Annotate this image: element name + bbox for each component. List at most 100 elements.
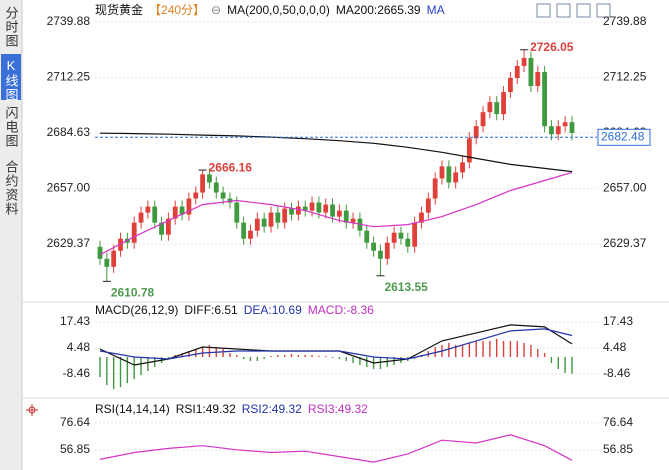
panel-title: MACD(26,12,9) — [95, 303, 178, 317]
candle-body — [480, 112, 486, 127]
indicator-value: RSI3:49.32 — [308, 402, 368, 416]
y-tick-label: 76.64 — [60, 415, 90, 429]
candle-body — [220, 192, 226, 199]
candle-body — [330, 204, 335, 217]
candle-body — [275, 212, 281, 223]
candle-body — [542, 71, 547, 127]
candle-body — [446, 166, 452, 183]
sidebar-tab[interactable]: 合约资料 — [4, 160, 19, 216]
candle-body — [179, 206, 185, 215]
candle-body — [254, 218, 260, 231]
annotation: 2726.05 — [530, 40, 574, 54]
candle-body — [200, 174, 205, 193]
candle-body — [432, 178, 438, 199]
y-tick-label: 2739.88 — [47, 14, 91, 28]
y-tick-label-right: 56.85 — [603, 442, 633, 456]
candle-body — [261, 218, 267, 227]
candle-body — [364, 230, 370, 243]
candle-body — [268, 212, 274, 227]
candle-body — [227, 198, 233, 203]
candle-body — [289, 208, 294, 215]
y-tick-label-right: 4.48 — [603, 340, 627, 354]
candle-body — [378, 250, 383, 259]
sidebar-tab[interactable]: 闪电图 — [4, 106, 19, 148]
candle-body — [371, 242, 376, 251]
candle-body — [309, 202, 315, 211]
candle-body — [166, 218, 171, 235]
line-series — [99, 171, 573, 256]
line-series — [99, 328, 573, 360]
candle-body — [508, 78, 513, 93]
candle-body — [425, 198, 431, 213]
candle-body — [494, 102, 500, 115]
candle-body — [193, 192, 199, 199]
candle-body — [234, 202, 240, 223]
candle-body — [111, 250, 117, 267]
indicator-value: RSI1:49.32 — [176, 402, 236, 416]
y-tick-label: 2657.00 — [47, 181, 91, 195]
candle-body — [405, 238, 411, 247]
candle-body — [343, 210, 349, 223]
candle-body — [453, 172, 459, 183]
candle-body — [159, 222, 164, 235]
y-tick-label: 2629.37 — [47, 236, 91, 250]
zoom-button[interactable]: ⊖ — [211, 3, 221, 17]
candle-body — [282, 208, 288, 223]
icon-zoom[interactable] — [556, 3, 571, 18]
candle-body — [186, 198, 192, 215]
indicator-label: MA(200,0,50,0,0,0) — [227, 3, 330, 17]
period-label[interactable]: 【240分】 — [149, 3, 205, 17]
chart-title: 现货黄金 — [95, 2, 143, 17]
candle-body — [131, 222, 137, 243]
candle-body — [391, 232, 397, 243]
y-tick-label: 17.43 — [60, 314, 90, 328]
candle-body — [562, 122, 568, 127]
sidebar-tab[interactable]: 分时图 — [4, 6, 19, 48]
candle-body — [384, 242, 390, 259]
y-tick-label-right: 2712.25 — [603, 70, 647, 84]
candle-body — [521, 57, 527, 66]
y-tick-label: 2684.63 — [47, 125, 91, 139]
toolbar-icons[interactable] — [536, 3, 611, 18]
candle-body — [419, 212, 424, 223]
candle-body — [172, 206, 178, 219]
candle-body — [514, 65, 520, 79]
candle-body — [337, 210, 342, 217]
candle-body — [213, 182, 219, 193]
sidebar-tab[interactable]: K线图 — [4, 58, 19, 102]
candle-body — [549, 126, 554, 135]
annotation: 2613.55 — [384, 280, 428, 294]
candle-body — [152, 206, 158, 223]
last-price-label: 2682.48 — [601, 129, 645, 143]
indicator-value: MACD:-8.36 — [308, 303, 374, 317]
candle-body — [323, 204, 329, 213]
y-tick-label-right: 2657.00 — [603, 181, 647, 195]
candle-body — [138, 212, 144, 223]
y-tick-label-right: -8.46 — [603, 366, 631, 380]
y-tick-label: -8.46 — [63, 366, 91, 380]
sidebar-tab-active[interactable] — [1, 54, 21, 100]
y-tick-label-right: 2739.88 — [603, 14, 647, 28]
candle-body — [466, 138, 472, 163]
candle-body — [350, 218, 356, 223]
candle-body — [145, 206, 151, 213]
line-series — [99, 434, 573, 463]
y-tick-label: 56.85 — [60, 442, 90, 456]
line-series — [99, 132, 573, 173]
candle-body — [528, 57, 534, 87]
annotation: 2666.16 — [209, 160, 253, 174]
candle-body — [97, 246, 103, 259]
candle-body — [473, 126, 479, 139]
icon-fullscreen[interactable] — [536, 3, 551, 18]
y-tick-label-right: 76.64 — [603, 415, 633, 429]
rsi-icon — [26, 404, 38, 416]
candle-body — [569, 122, 575, 133]
candle-body — [487, 102, 493, 113]
icon-layout[interactable] — [596, 3, 611, 18]
candle-body — [207, 174, 212, 183]
candle-body — [248, 230, 253, 239]
ma-button[interactable]: MA — [427, 3, 445, 17]
indicator-value: DEA:10.69 — [244, 303, 302, 317]
icon-settings[interactable] — [576, 3, 591, 18]
